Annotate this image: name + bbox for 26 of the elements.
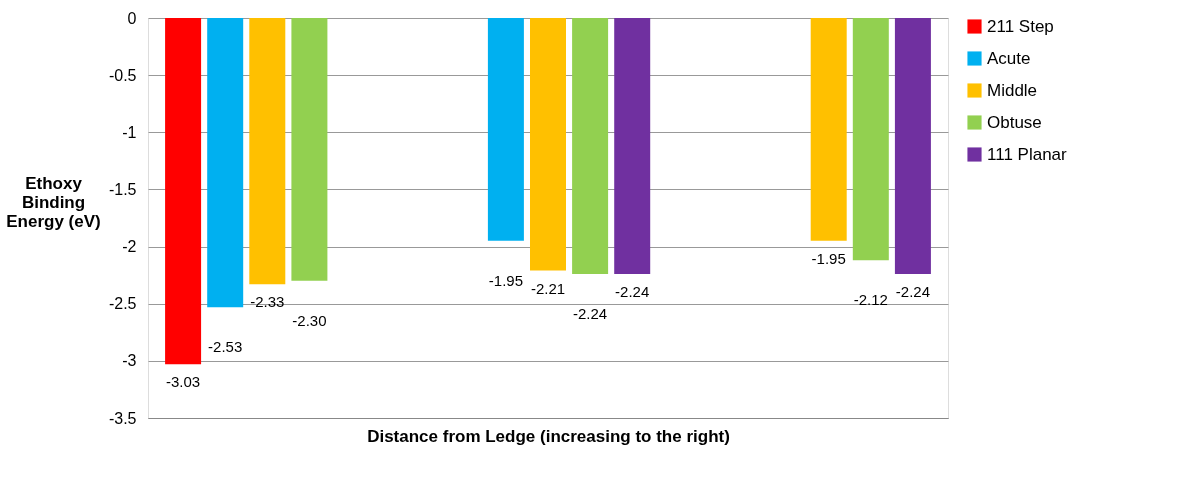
- data-label: -2.12: [853, 291, 888, 309]
- y-tick-label: -1: [122, 123, 137, 141]
- data-label: -2.30: [292, 311, 327, 329]
- legend-label: Obtuse: [987, 112, 1042, 132]
- data-label: -2.53: [208, 338, 243, 356]
- x-axis-title: Distance from Ledge (increasing to the right): [367, 426, 730, 446]
- data-label: -2.24: [895, 283, 931, 300]
- legend-label: Acute: [987, 48, 1031, 68]
- data-label: -2.21: [530, 279, 566, 297]
- legend-label: 211 Step: [987, 16, 1054, 36]
- data-label: -2.24: [615, 283, 650, 300]
- data-label: -3.03: [165, 373, 201, 391]
- legend-label: 111 Planar: [987, 144, 1068, 164]
- y-tick-label: 0: [127, 9, 137, 27]
- data-label: -1.95: [811, 249, 846, 267]
- y-tick-label: -0.5: [108, 66, 137, 84]
- data-label: -2.33: [250, 293, 285, 311]
- legend-label: Middle: [987, 80, 1038, 100]
- data-label: -2.24: [573, 305, 608, 322]
- y-tick-label: -3: [122, 352, 137, 370]
- y-tick-label: -1.5: [108, 180, 137, 198]
- y-tick-label: -2.5: [108, 295, 137, 313]
- y-tick-label: -3.5: [108, 409, 137, 427]
- data-label: -1.95: [488, 271, 523, 289]
- y-tick-label: -2: [122, 238, 137, 256]
- y-axis-title: Ethoxy Binding Energy (eV): [6, 173, 101, 231]
